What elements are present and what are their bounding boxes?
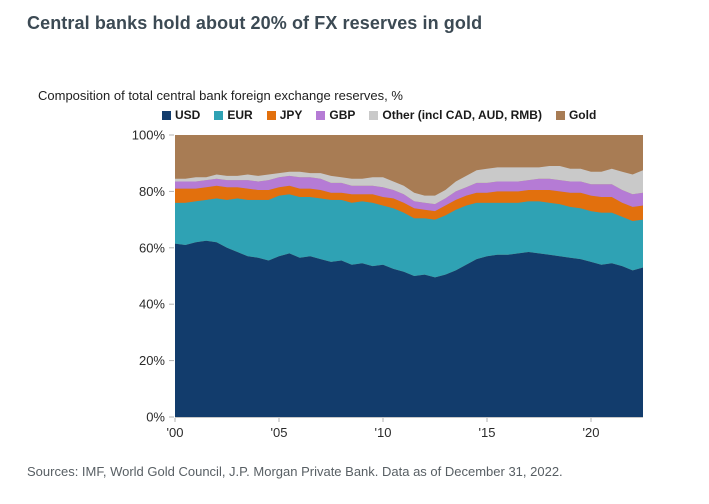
- legend-label: USD: [175, 108, 201, 122]
- legend-item-jpy: JPY: [266, 108, 303, 122]
- y-tick-label: 80%: [139, 184, 165, 199]
- area-usd: [175, 240, 643, 417]
- y-tick-label: 60%: [139, 240, 165, 255]
- area-eur: [175, 194, 643, 278]
- legend-label: JPY: [279, 108, 303, 122]
- legend-label: Other (incl CAD, AUD, RMB): [382, 108, 542, 122]
- legend-label: Gold: [568, 108, 597, 122]
- legend-item-gbp: GBP: [316, 108, 355, 122]
- legend-item-eur: EUR: [214, 108, 253, 122]
- x-tick-label: '00: [167, 425, 184, 440]
- legend-swatch: [162, 110, 171, 120]
- legend-label: EUR: [227, 108, 253, 122]
- y-tick-label: 20%: [139, 353, 165, 368]
- legend-swatch: [369, 110, 379, 120]
- page-title: Central banks hold about 20% of FX reser…: [27, 13, 483, 33]
- area-jpy: [175, 185, 643, 221]
- legend-item-other: Other (incl CAD, AUD, RMB): [369, 108, 542, 122]
- chart-legend: USD EUR JPY GBP Other (incl CAD, AUD, RMB) Go…: [162, 107, 662, 123]
- legend-swatch: [214, 110, 224, 120]
- x-tick-label: '15: [479, 425, 496, 440]
- x-tick-label: '05: [271, 425, 288, 440]
- legend-swatch: [266, 110, 276, 120]
- x-tick-label: '20: [583, 425, 600, 440]
- y-tick-label: 40%: [139, 297, 165, 312]
- x-tick-label: '10: [375, 425, 392, 440]
- legend-swatch: [316, 110, 326, 120]
- legend-item-gold: Gold: [555, 108, 597, 122]
- y-tick-label: 0%: [146, 410, 165, 425]
- legend-swatch: [555, 110, 565, 120]
- area-gbp: [175, 175, 643, 212]
- legend-label: GBP: [329, 108, 356, 122]
- y-tick-label: 100%: [132, 128, 166, 143]
- chart-subtitle: Composition of total central bank foreig…: [38, 88, 403, 103]
- area-other: [175, 166, 643, 205]
- legend-item-usd: USD: [162, 108, 200, 122]
- source-note: Sources: IMF, World Gold Council, J.P. M…: [27, 464, 563, 479]
